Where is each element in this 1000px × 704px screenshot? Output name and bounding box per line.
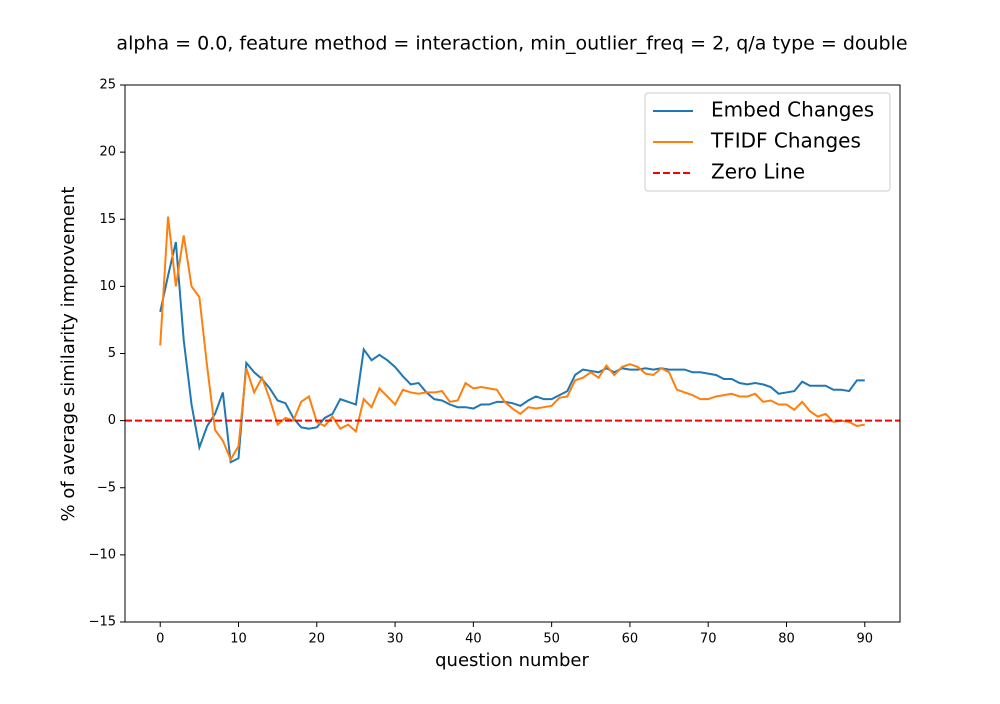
x-tick-label: 0 xyxy=(156,632,164,647)
y-axis-label: % of average similarity improvement xyxy=(58,187,79,522)
x-tick-label: 60 xyxy=(622,632,639,647)
y-tick-label: 25 xyxy=(99,78,116,93)
y-tick-label: 20 xyxy=(99,145,116,160)
x-tick-label: 90 xyxy=(856,632,873,647)
legend-label: Zero Line xyxy=(711,160,805,184)
chart-title: alpha = 0.0, feature method = interactio… xyxy=(116,33,907,55)
y-tick-label: 5 xyxy=(108,346,116,361)
y-tick-label: −5 xyxy=(97,480,116,495)
x-tick-label: 70 xyxy=(700,632,717,647)
legend-box xyxy=(644,92,891,192)
y-tick-label: 15 xyxy=(99,212,116,227)
x-axis-label: question number xyxy=(435,650,589,671)
y-tick-label: −15 xyxy=(89,615,116,630)
series-line xyxy=(159,241,865,464)
y-tick-label: −10 xyxy=(89,547,116,562)
y-tick-label: 10 xyxy=(99,279,116,294)
legend-label: TFIDF Changes xyxy=(710,129,861,153)
x-tick-label: 30 xyxy=(387,632,404,647)
y-tick-label: 0 xyxy=(108,413,116,428)
x-tick-label: 50 xyxy=(543,632,560,647)
x-tick-label: 20 xyxy=(309,632,326,647)
x-tick-label: 80 xyxy=(778,632,795,647)
x-tick-label: 40 xyxy=(465,632,482,647)
plot-frame xyxy=(124,84,901,623)
x-tick-label: 10 xyxy=(230,632,247,647)
legend-label: Embed Changes xyxy=(711,98,874,122)
series-line xyxy=(159,216,865,462)
